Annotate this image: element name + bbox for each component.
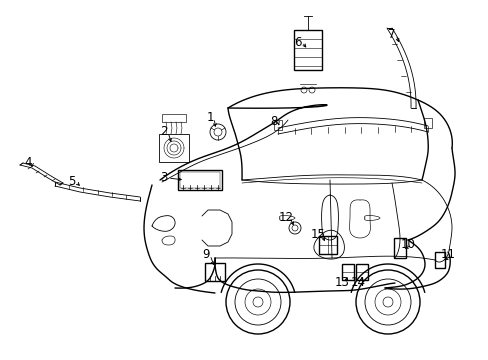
Text: 4: 4 bbox=[24, 157, 32, 170]
Text: 2: 2 bbox=[160, 126, 167, 139]
Text: 10: 10 bbox=[400, 238, 415, 252]
Text: 9: 9 bbox=[202, 248, 209, 261]
Text: 5: 5 bbox=[68, 175, 76, 189]
Text: 1: 1 bbox=[206, 112, 213, 125]
Text: 3: 3 bbox=[160, 171, 167, 184]
Text: 7: 7 bbox=[387, 28, 395, 41]
Text: 14: 14 bbox=[350, 275, 365, 288]
Text: 13: 13 bbox=[334, 275, 349, 288]
Text: 8: 8 bbox=[270, 116, 277, 129]
Text: 6: 6 bbox=[294, 36, 301, 49]
Text: 11: 11 bbox=[440, 248, 454, 261]
Text: 15: 15 bbox=[310, 229, 325, 242]
Text: 12: 12 bbox=[278, 211, 293, 225]
